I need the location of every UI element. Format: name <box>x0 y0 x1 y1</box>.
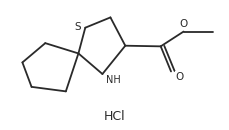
Text: O: O <box>179 20 187 30</box>
Text: O: O <box>175 72 183 82</box>
Text: NH: NH <box>106 75 121 85</box>
Text: HCl: HCl <box>104 110 125 123</box>
Text: S: S <box>74 22 81 32</box>
